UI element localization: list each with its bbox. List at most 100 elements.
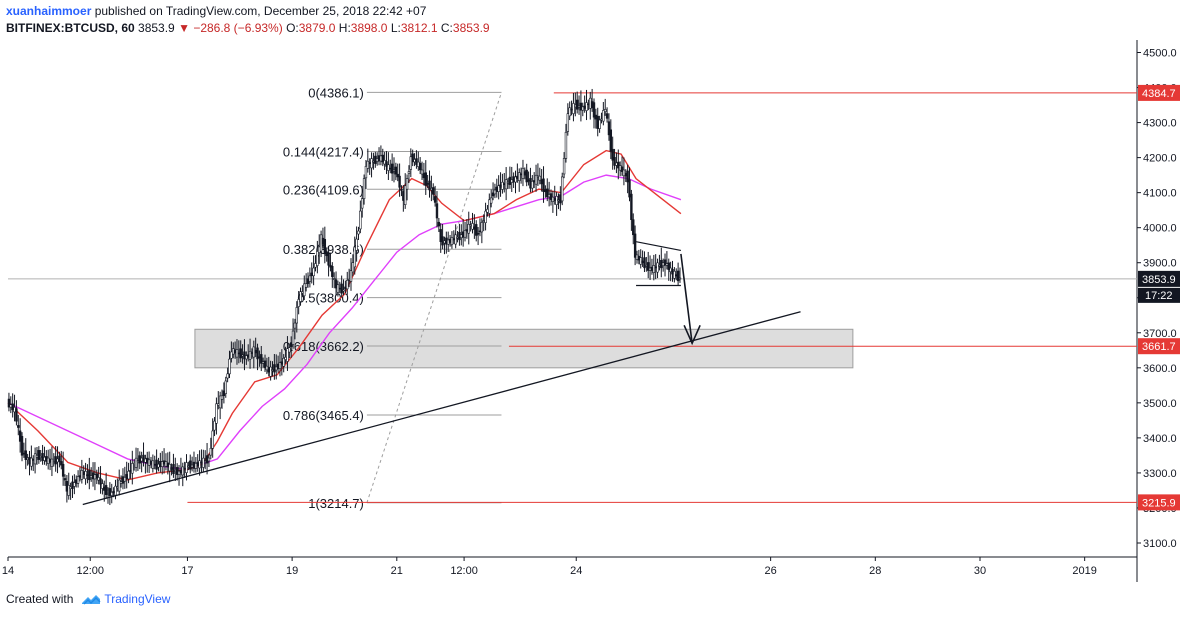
candle-body (486, 208, 489, 213)
candle-body (564, 131, 568, 159)
candle-body (65, 480, 69, 492)
candle-body (557, 199, 560, 201)
candle-body (501, 181, 504, 190)
candle-body (516, 175, 519, 179)
candle-body (159, 460, 162, 467)
candle-body (405, 178, 409, 190)
candle-body (518, 172, 521, 181)
candle-body (129, 470, 132, 472)
candle-body (114, 485, 117, 496)
candle-body (132, 462, 136, 465)
publish-info: xuanhaimmoer published on TradingView.co… (6, 4, 426, 18)
candle-body (366, 160, 370, 169)
candle-body (379, 155, 383, 162)
candle-body (303, 283, 306, 297)
candle-body (654, 266, 657, 269)
candle-body (200, 461, 203, 464)
author-link[interactable]: xuanhaimmoer (6, 4, 92, 18)
candle-body (222, 390, 226, 397)
candle-body (69, 486, 72, 489)
candle-body (232, 348, 235, 355)
candle-body (549, 193, 553, 200)
tradingview-brand: TradingView (104, 592, 171, 606)
candle-body (480, 222, 484, 233)
ohlc-open-label: O: (286, 21, 299, 35)
candle-body (185, 462, 188, 474)
candle-body (123, 477, 127, 482)
symbol-info-bar: BITFINEX:BTCUSD, 60 3853.9 ▼ −286.8 (−6.… (6, 21, 490, 35)
current-price-badge (1138, 270, 1180, 287)
candle-body (60, 461, 63, 466)
candle-body (525, 169, 528, 183)
time-tick-label: 24 (570, 565, 582, 577)
candle-body (278, 362, 282, 369)
candle-body (596, 115, 599, 129)
candle-body (589, 97, 592, 109)
candle-body (604, 109, 607, 112)
pattern-upper-line (635, 241, 682, 252)
candle-body (125, 474, 128, 480)
candle-body (342, 289, 345, 292)
candle-body (24, 450, 27, 460)
candle-body (607, 121, 611, 136)
candle-body (590, 101, 594, 108)
candle-body (652, 265, 656, 273)
candle-body (91, 472, 95, 480)
candle-body (458, 231, 461, 241)
candle-body (258, 356, 261, 359)
candle-body (413, 159, 416, 163)
candle-body (620, 166, 624, 172)
price-badge-label: 4384.7 (1142, 88, 1176, 100)
candle-body (473, 226, 476, 230)
price-badge (1138, 338, 1180, 355)
candle-body (605, 113, 609, 119)
candle-body (20, 436, 24, 456)
candle-body (349, 270, 353, 282)
symbol-label: BITFINEX:BTCUSD, 60 (6, 21, 135, 35)
candle-body (508, 176, 512, 185)
candle-body (669, 267, 672, 273)
candle-body (97, 477, 100, 481)
candle-body (88, 470, 91, 481)
candle-body (362, 178, 366, 199)
candle-body (632, 219, 635, 236)
candle-body (368, 162, 371, 165)
candle-body (676, 270, 680, 282)
candle-body (389, 167, 392, 170)
candle-body (460, 234, 463, 238)
price-tick-label: 3100.0 (1143, 538, 1177, 550)
candle-body (241, 354, 244, 357)
down-arrow-icon: ▼ (178, 21, 190, 35)
candle-body (647, 262, 650, 271)
tradingview-link[interactable]: TradingView (76, 592, 170, 606)
candle-body (119, 481, 123, 484)
candle-body (432, 187, 435, 195)
candle-body (475, 224, 478, 236)
projection-arrow-shaft (680, 253, 693, 344)
candle-body (45, 456, 48, 462)
price-tick-label: 3400.0 (1143, 433, 1177, 445)
ohlc-high-value: 3898.0 (350, 21, 388, 35)
candle-body (73, 482, 76, 487)
candle-body (286, 348, 289, 362)
candle-body (658, 265, 661, 267)
candle-body (667, 262, 670, 270)
candle-body (383, 160, 386, 165)
candle-body (267, 367, 270, 373)
price-badge-label: 3661.7 (1142, 341, 1176, 353)
candle-body (325, 251, 328, 257)
candle-body (263, 360, 267, 369)
time-tick-label: 2019 (1072, 565, 1096, 577)
candle-body (162, 460, 166, 465)
candle-body (89, 475, 93, 478)
candle-body (308, 275, 312, 282)
candle-body (678, 277, 682, 280)
candle-body (155, 459, 158, 470)
candle-body (495, 186, 498, 192)
candle-body (660, 259, 663, 269)
candle-body (568, 107, 571, 117)
candle-body (540, 179, 543, 185)
candle-body (75, 479, 78, 484)
support-zone (194, 328, 854, 369)
